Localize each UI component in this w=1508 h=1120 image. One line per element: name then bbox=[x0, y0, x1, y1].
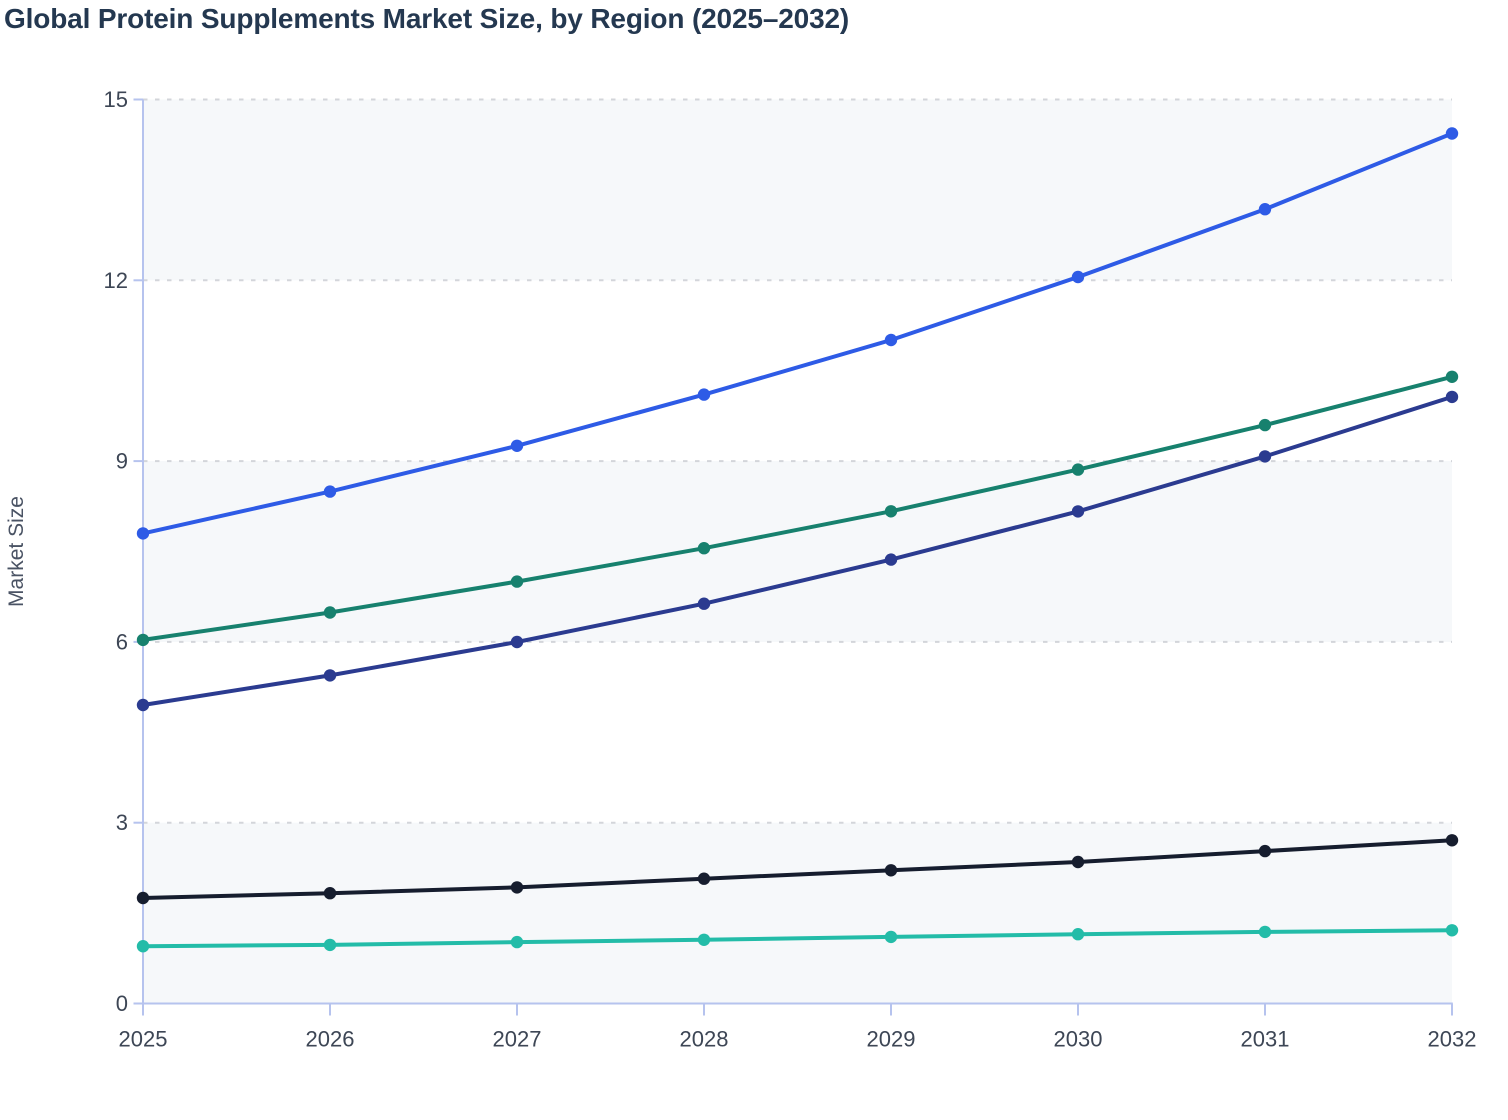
svg-text:9: 9 bbox=[116, 449, 128, 474]
svg-text:2032: 2032 bbox=[1428, 1027, 1477, 1052]
svg-text:2030: 2030 bbox=[1054, 1027, 1103, 1052]
svg-text:2031: 2031 bbox=[1241, 1027, 1290, 1052]
svg-text:Global Protein Supplements Mar: Global Protein Supplements Market Size, … bbox=[4, 3, 849, 34]
svg-text:3: 3 bbox=[116, 810, 128, 835]
svg-text:2027: 2027 bbox=[493, 1027, 542, 1052]
svg-text:0: 0 bbox=[116, 991, 128, 1016]
svg-text:2029: 2029 bbox=[867, 1027, 916, 1052]
svg-text:12: 12 bbox=[104, 268, 128, 293]
svg-text:2025: 2025 bbox=[119, 1027, 168, 1052]
svg-text:6: 6 bbox=[116, 629, 128, 654]
svg-text:15: 15 bbox=[104, 87, 128, 112]
svg-text:2028: 2028 bbox=[680, 1027, 729, 1052]
svg-text:Market Size: Market Size bbox=[5, 496, 28, 607]
svg-text:2026: 2026 bbox=[306, 1027, 355, 1052]
